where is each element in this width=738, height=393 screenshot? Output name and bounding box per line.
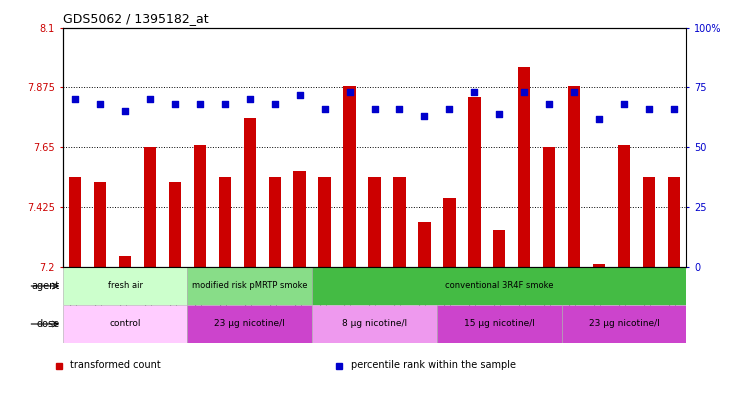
Bar [318,176,331,267]
Bar [518,68,531,267]
Text: percentile rank within the sample: percentile rank within the sample [351,360,516,371]
Point [418,113,430,119]
Bar [443,198,455,267]
Point [543,101,555,107]
Bar [312,267,686,305]
Point [518,89,530,95]
Point [668,106,680,112]
Point [469,89,480,95]
Bar [63,305,187,343]
Point [568,89,580,95]
Point [319,106,331,112]
Text: 23 μg nicotine/l: 23 μg nicotine/l [589,320,659,329]
Point [294,92,306,98]
Bar [119,256,131,267]
Text: modified risk pMRTP smoke: modified risk pMRTP smoke [192,281,308,290]
Bar [418,222,431,267]
Point [493,110,505,117]
Bar [244,118,256,267]
Point [593,116,605,122]
Bar [393,176,406,267]
Bar [493,230,506,267]
Point [169,101,181,107]
Bar [368,176,381,267]
Text: 15 μg nicotine/l: 15 μg nicotine/l [463,320,535,329]
Point [144,96,156,103]
Bar [643,176,655,267]
Point [368,106,381,112]
Bar [562,305,686,343]
Text: transformed count: transformed count [70,360,161,371]
Bar [187,267,312,305]
Bar [144,147,156,267]
Bar [169,182,182,267]
Bar [593,264,605,267]
Bar [618,145,630,267]
Bar [187,305,312,343]
Text: control: control [109,320,141,329]
Text: GDS5062 / 1395182_at: GDS5062 / 1395182_at [63,12,208,25]
Point [269,101,280,107]
Text: conventional 3R4F smoke: conventional 3R4F smoke [445,281,554,290]
Point [69,96,81,103]
Point [244,96,255,103]
Bar [668,176,680,267]
Bar [63,267,187,305]
Point [194,101,206,107]
Point [120,108,131,114]
Bar [343,86,356,267]
Bar [269,176,281,267]
Point [94,101,106,107]
Text: dose: dose [36,319,60,329]
Point [643,106,655,112]
Bar [468,97,480,267]
Bar [94,182,106,267]
Bar [543,147,556,267]
Point [219,101,231,107]
Bar [312,305,437,343]
Bar [294,171,306,267]
Text: fresh air: fresh air [108,281,142,290]
Point [344,89,356,95]
Text: 8 μg nicotine/l: 8 μg nicotine/l [342,320,407,329]
Text: 23 μg nicotine/l: 23 μg nicotine/l [215,320,285,329]
Bar [193,145,206,267]
Bar [69,176,81,267]
Point [393,106,405,112]
Bar [437,305,562,343]
Bar [568,86,580,267]
Point [444,106,455,112]
Point [618,101,630,107]
Bar [218,176,231,267]
Text: agent: agent [31,281,60,291]
